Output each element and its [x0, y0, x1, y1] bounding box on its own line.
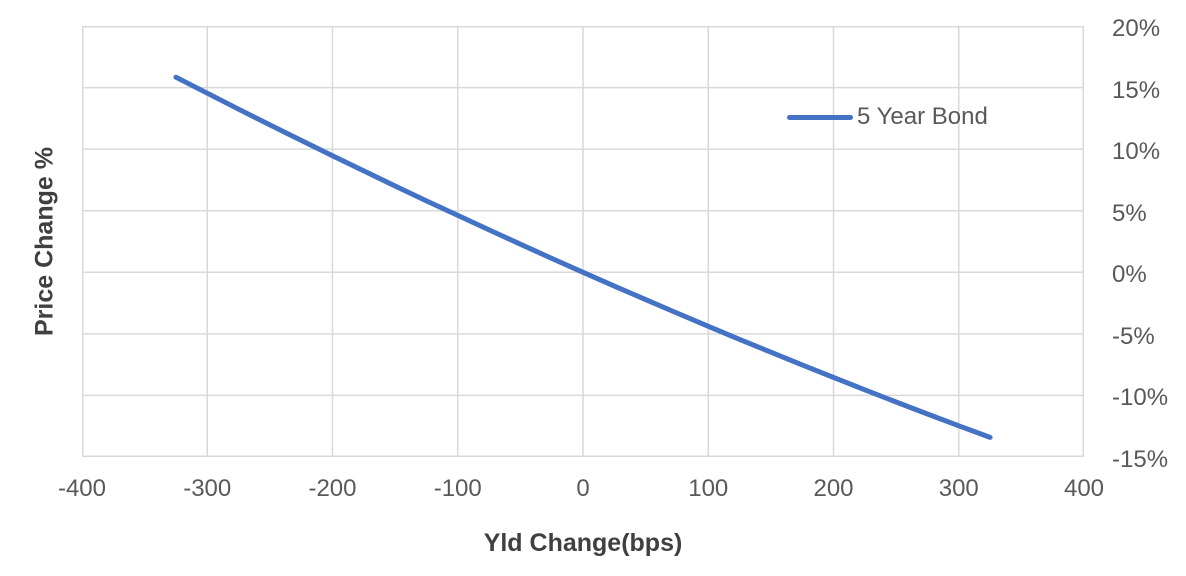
- x-tick-label: 400: [1063, 475, 1105, 502]
- y-axis-title: Price Change %: [30, 147, 59, 336]
- y-tick-label: -15%: [1112, 446, 1169, 473]
- y-tick-label: 15%: [1112, 76, 1161, 104]
- y-tick-label: 20%: [1112, 15, 1161, 42]
- x-tick-label: -100: [433, 475, 482, 502]
- plot-area: [82, 26, 1084, 457]
- x-tick-label: 200: [813, 475, 854, 502]
- x-tick-label: -400: [57, 475, 107, 502]
- y-tick-label: -5%: [1112, 322, 1155, 350]
- y-tick-label: 5%: [1112, 199, 1147, 227]
- y-tick-label: 10%: [1112, 138, 1161, 166]
- legend: 5 Year Bond: [787, 103, 988, 131]
- x-axis-title: Yld Change(bps): [483, 529, 683, 557]
- series-line-5-year-bond: [173, 74, 993, 440]
- y-tick-label: -10%: [1112, 384, 1169, 412]
- legend-label: 5 Year Bond: [857, 103, 988, 130]
- x-tick-label: -300: [183, 475, 232, 502]
- legend-line-swatch-icon: [787, 114, 853, 120]
- x-tick-label: 100: [688, 475, 729, 502]
- x-tick-label: -200: [308, 475, 357, 502]
- y-tick-label: 0%: [1112, 261, 1147, 289]
- x-tick-label: 0: [576, 475, 590, 502]
- plot-border: [82, 26, 1084, 457]
- x-tick-label: 300: [938, 475, 979, 502]
